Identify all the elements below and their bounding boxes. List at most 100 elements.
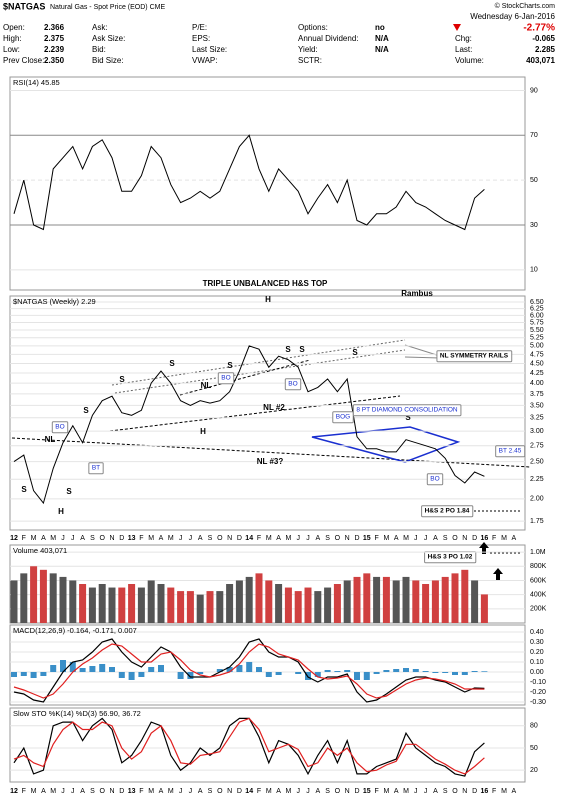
annotation: S [299, 345, 305, 354]
field-label: Yield: [298, 45, 318, 54]
x-tick-label: S [90, 535, 95, 542]
x-tick-label: F [492, 788, 496, 795]
annotation: Rambus [401, 289, 433, 298]
field-value: 2.366 [44, 23, 65, 32]
x-tick-label: N [462, 788, 467, 795]
y-tick-label: 0.40 [530, 629, 544, 636]
panel-label: Slow STO %K(14) %D(3) 56.90, 36.72 [13, 709, 141, 718]
x-tick-label: O [452, 788, 458, 795]
y-tick-label: 2.50 [530, 458, 544, 465]
x-tick-label: O [452, 535, 458, 542]
x-tick-label: N [109, 788, 114, 795]
annotation-box [495, 445, 526, 458]
bar [158, 665, 164, 672]
x-tick-label: 12 [10, 535, 18, 542]
x-tick-label: M [148, 788, 154, 795]
bar [79, 668, 86, 672]
annotation: BO [55, 424, 64, 431]
field-label: Bid Size: [92, 56, 124, 65]
neckline-1 [179, 359, 311, 396]
x-tick-label: N [227, 788, 232, 795]
x-tick-label: O [99, 788, 105, 795]
x-tick-label: F [374, 788, 378, 795]
instrument-name: Natural Gas - Spot Price (EOD) CME [50, 4, 165, 11]
line [13, 345, 485, 505]
annotation: BOG [336, 414, 350, 421]
bar [206, 591, 214, 623]
x-tick-label: J [414, 535, 418, 542]
bar [216, 669, 223, 672]
x-tick-label: A [394, 788, 399, 795]
bar [265, 580, 273, 623]
x-tick-label: M [383, 788, 389, 795]
price-frame [9, 295, 526, 531]
bar [334, 671, 341, 672]
bar [324, 670, 331, 672]
x-tick-label: J [414, 788, 418, 795]
field-label: Ask Size: [92, 34, 125, 43]
field-label: Options: [298, 23, 328, 32]
x-tick-label: J [189, 788, 193, 795]
y-tick-label: 6.25 [530, 305, 544, 312]
field-value: 2.285 [535, 45, 556, 54]
x-tick-label: S [90, 788, 95, 795]
bar [432, 672, 439, 673]
annotation: S [119, 375, 125, 384]
annotation: H&S 2 PO 1.84 [425, 508, 470, 515]
y-tick-label: 5.00 [530, 343, 544, 350]
bar [392, 580, 400, 623]
x-tick-label: M [383, 535, 389, 542]
field-value: -0.065 [532, 34, 555, 43]
bar [442, 672, 449, 673]
x-tick-label: 15 [363, 535, 371, 542]
annotation: S [66, 487, 72, 496]
field-label: Annual Dividend: [298, 34, 358, 43]
x-tick-label: M [31, 535, 37, 542]
y-tick-label: 4.75 [530, 351, 544, 358]
x-tick-label: D [237, 788, 242, 795]
bar [88, 587, 96, 623]
annotation: H [265, 295, 271, 304]
field-label: VWAP: [192, 56, 217, 65]
annotation: H&S 3 PO 1.02 [428, 554, 473, 561]
annotation: BT [92, 465, 100, 472]
y-tick-label: 2.75 [530, 443, 544, 450]
x-tick-label: D [119, 788, 124, 795]
x-tick-label: A [80, 788, 85, 795]
bar [403, 668, 409, 672]
x-tick-label: J [296, 788, 300, 795]
annotation: NL #2 [263, 403, 285, 412]
y-tick-label: 800K [530, 563, 547, 570]
bar [353, 576, 361, 623]
annotation: H [58, 507, 64, 516]
bar [471, 580, 479, 623]
bar [138, 672, 145, 677]
annotation-box [217, 372, 235, 385]
x-tick-label: S [325, 788, 330, 795]
bar [226, 667, 233, 672]
bar [236, 665, 243, 672]
y-tick-label: 2.00 [530, 496, 544, 503]
bar [255, 573, 263, 623]
y-tick-label: -0.30 [530, 699, 546, 706]
annotation: BT 2.45 [499, 448, 522, 455]
y-tick-label: 200K [530, 606, 547, 613]
y-tick-label: 50 [530, 745, 538, 752]
annotation: S [83, 406, 89, 415]
bar [383, 670, 390, 672]
bar [89, 666, 96, 672]
bar [314, 672, 321, 677]
field-label: Last Size: [192, 45, 227, 54]
x-tick-label: 14 [245, 535, 253, 542]
x-tick-label: A [433, 535, 438, 542]
x-tick-label: N [109, 535, 114, 542]
bar [167, 587, 175, 623]
x-tick-label: J [179, 535, 183, 542]
x-tick-label: A [511, 788, 516, 795]
annotation: H [200, 427, 206, 436]
bar [382, 576, 390, 623]
line [13, 717, 485, 775]
y-tick-label: -0.20 [530, 689, 546, 696]
x-tick-label: J [306, 535, 310, 542]
bar [452, 672, 458, 675]
